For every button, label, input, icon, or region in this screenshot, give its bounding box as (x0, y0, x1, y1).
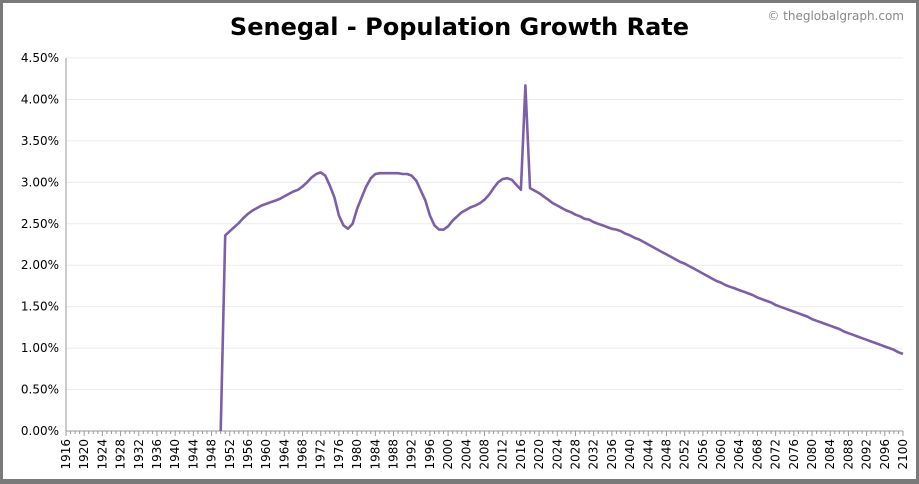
x-tick-label: 1980 (350, 439, 364, 470)
x-tick-label: 1924 (95, 439, 109, 470)
x-tick-label: 1920 (77, 439, 91, 470)
x-tick-label: 1936 (150, 439, 164, 470)
x-tick-label: 1916 (59, 439, 73, 470)
x-tick-label: 1948 (205, 439, 219, 470)
copyright-text: © theglobalgraph.com (767, 9, 904, 23)
x-tick-label: 2000 (441, 439, 455, 470)
x-tick-label: 2056 (696, 439, 710, 470)
x-tick-label: 2072 (769, 439, 783, 470)
x-tick-label: 1940 (168, 439, 182, 470)
x-tick-label: 2060 (714, 439, 728, 470)
x-tick-label: 2076 (787, 439, 801, 470)
x-tick-label: 1964 (277, 439, 291, 470)
x-tick-label: 2040 (623, 439, 637, 470)
x-tick-label: 2004 (459, 439, 473, 470)
x-tick-label: 2020 (532, 439, 546, 470)
y-tick-label: 3.50% (21, 134, 59, 148)
x-tick-label: 1944 (186, 439, 200, 470)
x-tick-label: 1968 (296, 439, 310, 470)
x-tick-label: 2084 (823, 439, 837, 470)
y-tick-label: 4.00% (21, 92, 59, 106)
x-tick-label: 2024 (550, 439, 564, 470)
series-line-population-growth (219, 84, 904, 432)
y-tick-label: 0.00% (21, 424, 59, 438)
chart-title: Senegal - Population Growth Rate (229, 13, 690, 41)
y-tick-label: 3.00% (21, 175, 59, 189)
x-tick-label: 1952 (223, 439, 237, 470)
x-tick-label: 1976 (332, 439, 346, 470)
x-tick-label: 1972 (314, 439, 328, 470)
x-tick-label: 2036 (605, 439, 619, 470)
y-tick-label: 1.00% (21, 341, 59, 355)
x-tick-label: 2096 (878, 439, 892, 470)
x-tick-label: 1992 (405, 439, 419, 470)
x-tick-label: 1996 (423, 439, 437, 470)
y-tick-label: 0.50% (21, 383, 59, 397)
x-tick-label: 2092 (860, 439, 874, 470)
x-tick-label: 1960 (259, 439, 273, 470)
line-chart: 0.00% 0.50% 1.00% 1.50% 2.00% 2.50% 3.00% 3.50%… (21, 51, 910, 470)
x-tick-label: 2028 (568, 439, 582, 470)
x-tick-label: 2044 (641, 439, 655, 470)
x-tick-label: 2012 (496, 439, 510, 470)
x-tick-label: 2080 (805, 439, 819, 470)
x-tick-label: 2100 (896, 439, 910, 470)
y-tick-label: 2.00% (21, 258, 59, 272)
x-tick-label: 2008 (478, 439, 492, 470)
y-tick-label: 1.50% (21, 300, 59, 314)
x-tick-label: 2064 (732, 439, 746, 470)
x-tick-label: 2048 (659, 439, 673, 470)
x-tick-label: 1932 (132, 439, 146, 470)
x-tick-label: 1928 (114, 439, 128, 470)
x-tick-label: 1988 (387, 439, 401, 470)
x-tick-label: 2016 (514, 439, 528, 470)
y-tick-label: 4.50% (21, 51, 59, 65)
x-tick-label: 2068 (750, 439, 764, 470)
x-tick-label: 2052 (678, 439, 692, 470)
x-tick-label: 1984 (368, 439, 382, 470)
x-tick-label: 2088 (841, 439, 855, 470)
y-tick-label: 2.50% (21, 217, 59, 231)
x-tick-label: 2032 (587, 439, 601, 470)
x-tick-label: 1956 (241, 439, 255, 470)
